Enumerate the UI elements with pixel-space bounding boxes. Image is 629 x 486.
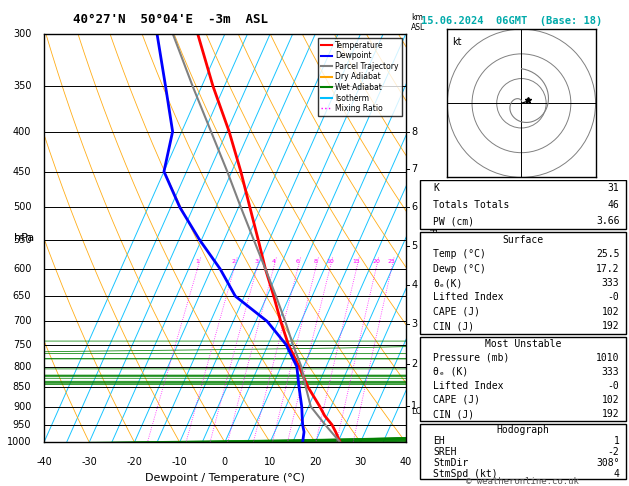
Text: CIN (J): CIN (J) [433,321,474,331]
Text: 8: 8 [411,126,417,137]
Text: 20: 20 [372,259,380,264]
Text: -20: -20 [126,456,142,467]
Text: 3: 3 [255,259,259,264]
Text: 2: 2 [411,360,418,369]
Text: StmSpd (kt): StmSpd (kt) [433,469,498,479]
Text: 30: 30 [354,456,367,467]
Text: 10: 10 [264,456,276,467]
Text: 850: 850 [13,382,31,392]
Text: 3: 3 [411,319,417,329]
Text: Pressure (mb): Pressure (mb) [433,353,509,363]
Text: -0: -0 [608,293,620,302]
Text: 333: 333 [602,367,620,377]
Text: Lifted Index: Lifted Index [433,293,503,302]
Text: 1: 1 [411,401,417,411]
Text: LCL: LCL [411,406,426,416]
Text: 25: 25 [387,259,396,264]
Text: 8: 8 [314,259,318,264]
Legend: Temperature, Dewpoint, Parcel Trajectory, Dry Adiabat, Wet Adiabat, Isotherm, Mi: Temperature, Dewpoint, Parcel Trajectory… [318,38,402,116]
Text: Mixing Ratio (g/kg): Mixing Ratio (g/kg) [426,195,435,281]
Text: 40°27'N  50°04'E  -3m  ASL: 40°27'N 50°04'E -3m ASL [73,13,268,26]
Text: -10: -10 [172,456,187,467]
Text: -40: -40 [36,456,52,467]
Text: 25.5: 25.5 [596,249,620,259]
Text: 400: 400 [13,126,31,137]
Text: 6: 6 [411,202,417,212]
Text: 17.2: 17.2 [596,263,620,274]
Text: 1: 1 [613,435,620,446]
Text: θₑ (K): θₑ (K) [433,367,468,377]
Text: 31: 31 [608,183,620,193]
Text: 1000: 1000 [7,437,31,447]
Text: θₑ(K): θₑ(K) [433,278,462,288]
Text: © weatheronline.co.uk: © weatheronline.co.uk [465,477,579,486]
Text: 1010: 1010 [596,353,620,363]
Text: 192: 192 [602,409,620,419]
Text: Most Unstable: Most Unstable [485,339,561,348]
Text: 4: 4 [613,469,620,479]
Text: 550: 550 [13,235,31,244]
Text: 4: 4 [411,279,417,290]
Text: 10: 10 [326,259,333,264]
Text: -0: -0 [608,381,620,391]
Text: 192: 192 [602,321,620,331]
Text: Lifted Index: Lifted Index [433,381,503,391]
Text: 308°: 308° [596,458,620,468]
Text: 1: 1 [196,259,199,264]
Text: 4: 4 [271,259,276,264]
Text: Dewp (°C): Dewp (°C) [433,263,486,274]
Text: 650: 650 [13,291,31,301]
Text: 40: 40 [399,456,412,467]
Text: -2: -2 [608,447,620,457]
Text: -30: -30 [81,456,97,467]
Text: 750: 750 [13,340,31,350]
Text: 900: 900 [13,401,31,412]
Text: 333: 333 [602,278,620,288]
Text: 300: 300 [13,29,31,39]
Text: Temp (°C): Temp (°C) [433,249,486,259]
Text: CIN (J): CIN (J) [433,409,474,419]
Text: 450: 450 [13,167,31,176]
Text: km
ASL: km ASL [411,13,425,32]
Text: CAPE (J): CAPE (J) [433,307,480,317]
Text: CAPE (J): CAPE (J) [433,395,480,405]
Text: hPa: hPa [14,233,34,243]
Bar [420,337,626,421]
Text: 950: 950 [13,420,31,430]
Text: 102: 102 [602,307,620,317]
Text: 3.66: 3.66 [596,216,620,226]
Text: 700: 700 [13,316,31,326]
Text: 15: 15 [352,259,360,264]
Text: Surface: Surface [503,235,543,244]
Text: 500: 500 [13,202,31,212]
Text: 20: 20 [309,456,321,467]
Text: 46: 46 [608,200,620,209]
Text: 7: 7 [411,164,418,174]
Text: StmDir: StmDir [433,458,468,468]
Text: 102: 102 [602,395,620,405]
Text: SREH: SREH [433,447,457,457]
Text: 350: 350 [13,81,31,91]
Bar [420,180,626,229]
Text: 2: 2 [232,259,236,264]
Text: 15.06.2024  06GMT  (Base: 18): 15.06.2024 06GMT (Base: 18) [421,16,603,26]
Bar [420,424,626,479]
Text: Dewpoint / Temperature (°C): Dewpoint / Temperature (°C) [145,473,305,483]
Text: Totals Totals: Totals Totals [433,200,509,209]
Text: PW (cm): PW (cm) [433,216,474,226]
Bar [420,232,626,333]
Text: 800: 800 [13,362,31,372]
Text: K: K [433,183,439,193]
Text: 6: 6 [296,259,299,264]
Text: kt: kt [452,36,462,47]
Text: 0: 0 [222,456,228,467]
Text: 600: 600 [13,264,31,274]
Text: EH: EH [433,435,445,446]
Text: 5: 5 [411,241,418,251]
Text: Hodograph: Hodograph [496,425,550,434]
